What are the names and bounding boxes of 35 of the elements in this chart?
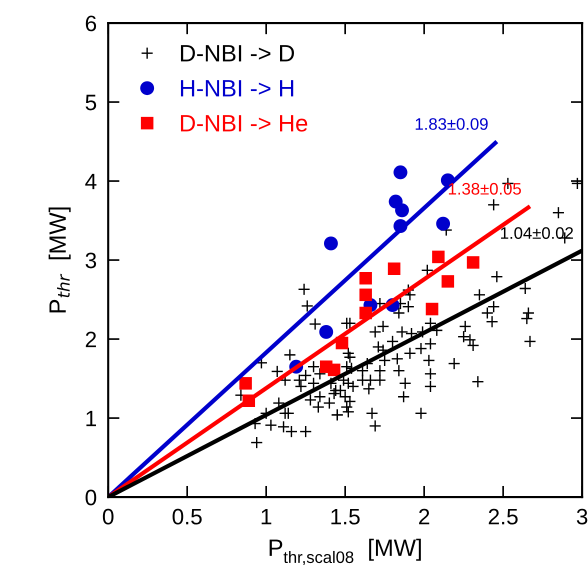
point [319,325,334,339]
x-tick-label: 2.5 [488,508,518,525]
y-tick-label: 2 [86,332,96,348]
y-tick-label: 4 [85,174,96,190]
point [442,275,454,288]
point [395,203,409,218]
point [394,165,408,180]
series-label: 1.04±0.02 [501,227,573,239]
legend-label: D-NBI -> He [180,115,308,132]
x-tick-label: 0.5 [172,508,202,525]
point [328,364,340,376]
point [432,250,445,264]
point [388,262,400,276]
series-label: 1.38±0.05 [448,182,521,195]
y-axis-title: P$_{thr}$ [MW] [48,207,71,312]
point [359,272,372,284]
x-tick-label: 3 [576,508,588,525]
y-tick-label: 6 [86,16,96,32]
x-tick-label: 1.5 [331,509,360,525]
legend-label: D-NBI -> D [180,45,294,62]
point [436,216,450,231]
legend-label: H-NBI -> H [180,80,294,96]
series-label: 1.83±0.09 [416,118,488,130]
y-tick-label: 5 [86,94,96,110]
point [466,256,480,269]
point [324,236,338,250]
point [239,377,252,390]
x-tick-label: 1 [262,509,272,524]
x-tick-label: 2 [419,508,430,524]
x-tick-label: 0 [102,508,114,525]
y-tick-label: 3 [86,252,96,268]
point [426,302,438,316]
y-tick-label: 1 [86,410,96,426]
y-tick-label: 0 [86,490,96,506]
point [359,288,372,302]
